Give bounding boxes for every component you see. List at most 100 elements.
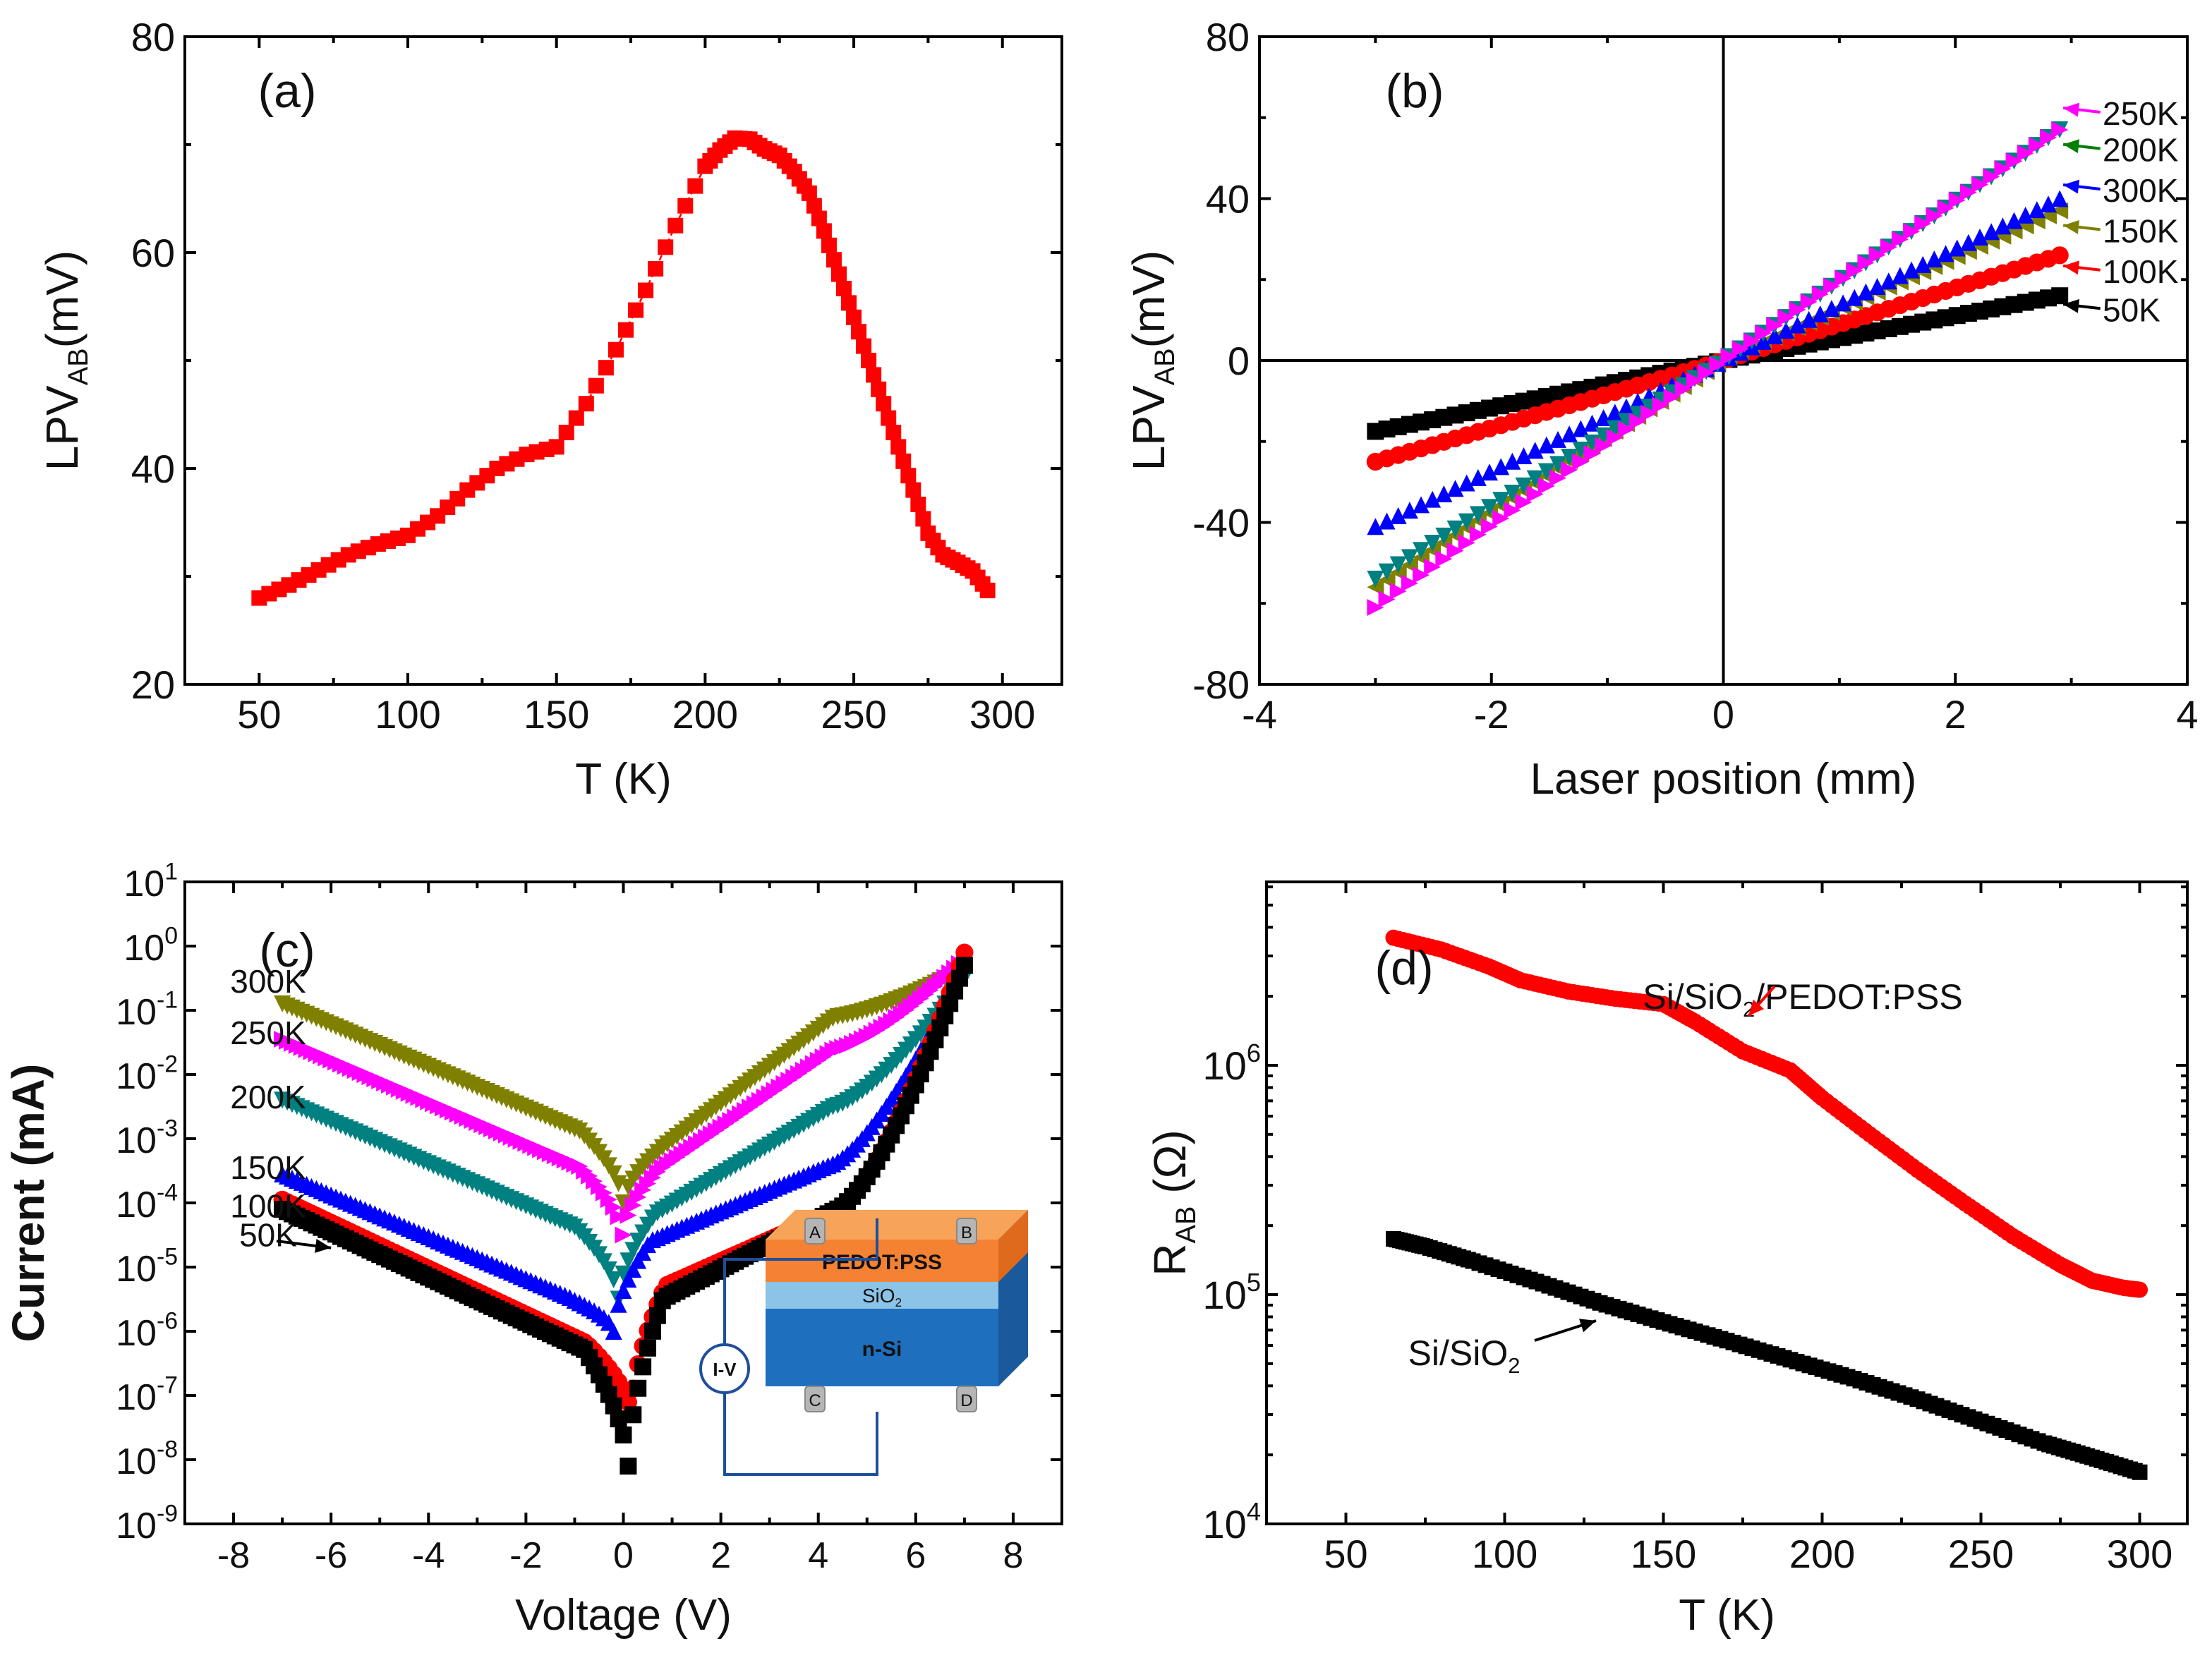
nsi-label: n-Si xyxy=(862,1338,902,1361)
data-point-250K xyxy=(1389,583,1407,600)
x-tick-label: 250 xyxy=(821,692,886,737)
data-point-250K xyxy=(610,1208,627,1225)
data-point-250K xyxy=(1549,469,1566,487)
wire-top xyxy=(723,1218,878,1345)
y-tick-label: 60 xyxy=(131,231,175,275)
y-tick-label-base: 10 xyxy=(123,928,164,969)
data-point-200K xyxy=(1504,484,1521,502)
y-axis-label-sub: AB xyxy=(1149,348,1180,385)
data-point xyxy=(677,198,694,214)
data-point-200K xyxy=(1561,449,1578,466)
y-tick-label: -80 xyxy=(1192,662,1250,707)
contact-B xyxy=(956,1218,977,1245)
data-point-250K xyxy=(1413,567,1430,584)
data-point-250K xyxy=(1743,332,1760,350)
data-point xyxy=(846,309,862,325)
data-point xyxy=(910,497,926,512)
data-point-Si/SiO2 xyxy=(2132,1464,2148,1480)
y-tick-label: 80 xyxy=(1206,15,1250,59)
y-tick-label: 40 xyxy=(1206,177,1250,222)
data-point-250K xyxy=(1800,293,1818,310)
data-point-200K xyxy=(605,1271,622,1289)
device-schematic: PEDOT:PSS SiO2 n-Si A B C D I-V xyxy=(699,1210,1028,1476)
data-point xyxy=(806,198,822,214)
y-tick-label-exp: -3 xyxy=(157,1115,178,1142)
panel-label-b: (b) xyxy=(1385,64,1444,118)
data-point-300K xyxy=(1800,310,1818,328)
data-point-300K xyxy=(1811,305,1829,322)
annotation-sio2: Si/SiO2 xyxy=(1408,1333,1521,1378)
data-point-250K xyxy=(600,1191,617,1209)
pedot-side-face xyxy=(998,1210,1028,1282)
plot-frame xyxy=(1265,880,2189,1525)
data-point-300K xyxy=(605,1165,622,1182)
sio2-label-sub: 2 xyxy=(895,1295,902,1309)
panel-a-chart: 50 100 150 200 250 300 20 40 60 80 (a) T (K) LPVAB(m… xyxy=(37,15,1063,804)
y-tick-label-exp: -4 xyxy=(157,1180,178,1206)
data-point-300K xyxy=(1504,452,1521,470)
data-point xyxy=(588,377,604,394)
data-point-250K xyxy=(1709,356,1727,373)
legend-arrow-300K-head xyxy=(2063,179,2080,194)
data-point-250K xyxy=(1937,199,1954,217)
y-tick-label-base: 10 xyxy=(116,1441,157,1482)
y-tick-label: 10-9 xyxy=(116,1501,178,1546)
data-point-200K xyxy=(1537,463,1555,480)
x-tick-label: -8 xyxy=(217,1535,250,1576)
data-point-250K xyxy=(1572,453,1590,471)
data-point-250K xyxy=(1492,509,1510,527)
x-tick-label: 300 xyxy=(2107,1532,2172,1576)
data-point-300K xyxy=(1777,322,1795,339)
y-tick-label-exp: -9 xyxy=(157,1501,178,1527)
data-point-300K xyxy=(2040,195,2057,213)
y-axis-label-tail: (Ω) xyxy=(1144,1130,1195,1206)
data-point-50K xyxy=(955,957,973,974)
data-point xyxy=(658,239,674,255)
data-point-250K xyxy=(1435,550,1453,568)
data-point-50K xyxy=(648,1307,666,1324)
data-point xyxy=(836,281,852,296)
data-point-250K xyxy=(620,1206,637,1224)
data-point xyxy=(638,282,654,298)
data-point-250K xyxy=(1983,168,2000,186)
y-tick-label: 10-4 xyxy=(116,1180,178,1225)
data-point-250K xyxy=(1891,231,1909,248)
annotation-sio2-sub: 2 xyxy=(1508,1353,1520,1378)
y-tick-label-base: 10 xyxy=(116,1313,157,1354)
data-point-300K xyxy=(1458,474,1475,492)
data-point-250K xyxy=(1857,254,1875,272)
data-point-250K xyxy=(1926,207,1943,224)
y-tick-label: 10-8 xyxy=(116,1436,178,1482)
data-point-200K xyxy=(1446,520,1464,538)
y-tick-label-base: 10 xyxy=(116,1506,157,1546)
x-tick-label: 100 xyxy=(375,692,440,737)
data-point-Si/SiO2/PEDOT:PSS xyxy=(2131,1281,2148,1298)
data-point xyxy=(895,453,912,469)
legend-arrow-150K-head xyxy=(2063,219,2080,234)
panel-label-d: (d) xyxy=(1374,941,1433,995)
data-point xyxy=(900,468,917,484)
legend-label-200K: 200K xyxy=(2103,132,2179,169)
data-point-300K xyxy=(2017,206,2034,224)
data-point-250K xyxy=(1823,277,1840,295)
y-axis-label-sub: AB xyxy=(63,348,94,385)
data-point-250K xyxy=(2005,152,2023,170)
contact-label-C: C xyxy=(809,1391,821,1410)
data-point-250K xyxy=(1674,380,1692,398)
x-tick-label: 200 xyxy=(1789,1532,1855,1576)
data-point-300K xyxy=(1606,404,1624,421)
x-tick-label: 4 xyxy=(808,1535,828,1576)
data-point-250K xyxy=(1880,238,1897,256)
data-point xyxy=(979,582,996,598)
data-point-200K xyxy=(1367,570,1384,588)
data-point-300K xyxy=(1835,294,1852,312)
y-tick-label: 106 xyxy=(1202,1039,1261,1088)
data-point-250K xyxy=(1378,591,1396,608)
data-point-300K xyxy=(1868,278,1886,296)
annotation-sio2-arrow-head xyxy=(1578,1319,1596,1333)
data-point-250K xyxy=(1469,526,1487,543)
x-tick-label: -2 xyxy=(509,1535,542,1576)
data-point-300K xyxy=(2051,190,2069,207)
sio2-label: SiO2 xyxy=(862,1285,902,1309)
data-point-300K xyxy=(2028,201,2045,219)
